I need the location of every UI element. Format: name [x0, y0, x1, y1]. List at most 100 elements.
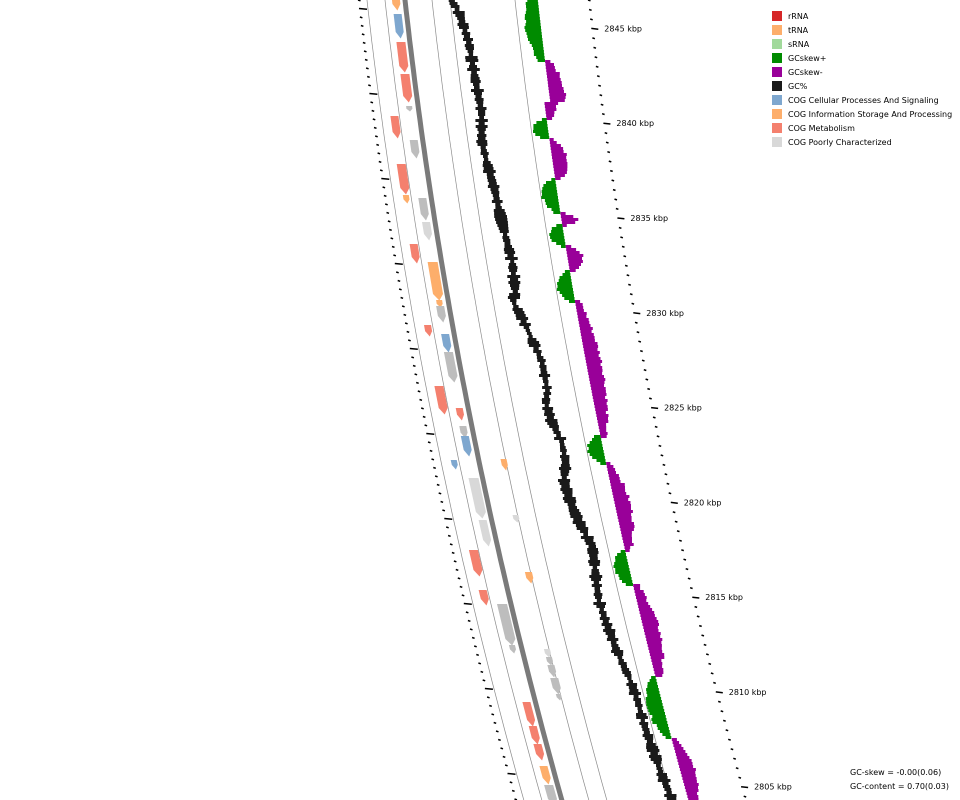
legend-swatch: [772, 137, 782, 147]
outer-major-tick: [617, 217, 625, 220]
gc-skew-positive: [541, 178, 561, 214]
legend-label: COG Cellular Processes And Signaling: [788, 95, 939, 105]
inner-minor-tick: [473, 645, 477, 648]
gene-arrow: [409, 244, 420, 264]
inner-minor-tick: [500, 747, 504, 750]
inner-minor-tick: [447, 534, 451, 538]
gene-arrow: [522, 702, 536, 727]
inner-minor-tick: [467, 619, 471, 623]
outer-minor-tick: [662, 463, 666, 467]
inner-minor-tick: [378, 160, 382, 164]
inner-minor-tick: [471, 636, 475, 640]
gc-skew-negative: [633, 584, 665, 677]
gc-content-track: [448, 0, 679, 800]
legend-label: sRNA: [788, 39, 810, 49]
gene-arrow: [543, 649, 551, 658]
gene-arrow: [400, 74, 413, 103]
inner-major-tick: [369, 92, 378, 96]
inner-minor-tick: [362, 41, 366, 45]
gene-arrow: [427, 262, 443, 301]
outer-minor-tick: [641, 359, 645, 362]
inner-minor-tick: [422, 415, 426, 419]
inner-minor-tick: [363, 50, 367, 53]
tick-label: 2810 kbp: [729, 688, 767, 697]
gc-skew-negative: [544, 60, 567, 120]
outer-minor-tick: [612, 188, 616, 192]
gene-arrow: [441, 334, 452, 353]
track-guides: [366, 0, 673, 800]
outer-major-tick: [715, 691, 723, 694]
outer-minor-tick: [647, 387, 651, 391]
inner-minor-tick: [368, 84, 372, 87]
inner-minor-tick: [364, 58, 368, 62]
outer-minor-tick: [631, 302, 635, 305]
outer-minor-tick: [589, 18, 593, 21]
inner-major-tick: [444, 517, 453, 521]
gene-arrow: [393, 14, 404, 39]
inner-minor-tick: [415, 381, 419, 385]
legend-swatch: [772, 25, 782, 35]
inner-minor-tick: [445, 526, 449, 529]
genome-backbone: [402, 0, 565, 800]
outer-major-tick: [692, 596, 700, 599]
track-line: [366, 0, 525, 800]
inner-minor-tick: [411, 356, 415, 359]
gene-arrow: [539, 766, 551, 785]
outer-minor-tick: [660, 454, 664, 457]
inner-minor-tick: [502, 755, 506, 759]
gc-skew-positive: [549, 224, 566, 248]
gene-arrow: [508, 645, 516, 654]
inner-minor-tick: [455, 568, 459, 572]
gene-arrow: [459, 426, 468, 439]
outer-minor-tick: [639, 349, 643, 353]
legend-item: COG Information Storage And Processing: [772, 107, 952, 121]
legend-label: rRNA: [788, 11, 809, 21]
inner-minor-tick: [372, 118, 376, 121]
legend-item: sRNA: [772, 37, 952, 51]
outer-minor-tick: [652, 416, 656, 419]
outer-minor-tick: [588, 8, 592, 12]
legend-swatch: [772, 53, 782, 63]
inner-minor-tick: [497, 738, 501, 742]
gene-arrow: [402, 195, 410, 204]
inner-minor-tick: [491, 713, 495, 716]
inner-minor-tick: [357, 0, 361, 2]
outer-minor-tick: [628, 283, 632, 286]
gc-skew-negative: [575, 300, 609, 438]
inner-minor-tick: [404, 322, 408, 325]
legend-label: COG Poorly Characterized: [788, 137, 892, 147]
legend-item: COG Poorly Characterized: [772, 135, 952, 149]
outer-minor-tick: [689, 586, 693, 590]
inner-minor-tick: [377, 152, 381, 155]
legend-item: tRNA: [772, 23, 952, 37]
gene-arrow: [550, 678, 561, 695]
gc-skew-positive: [524, 0, 545, 62]
outer-minor-tick: [678, 539, 682, 542]
outer-minor-tick: [687, 577, 691, 580]
gc-content-stat: GC-content = 0.70(0.03): [850, 782, 949, 791]
inner-major-tick: [426, 432, 435, 436]
gene-arrow: [396, 164, 410, 195]
gene-arrow: [545, 657, 553, 666]
gene-arrow: [390, 116, 401, 139]
outer-minor-tick: [722, 719, 726, 722]
gene-arrow: [409, 140, 420, 159]
inner-minor-tick: [434, 475, 438, 478]
inner-major-tick: [409, 347, 418, 351]
outer-minor-tick: [624, 264, 628, 267]
legend-item: COG Metabolism: [772, 121, 952, 135]
outer-major-tick: [741, 785, 749, 789]
inner-minor-tick: [382, 186, 386, 189]
track-line: [514, 0, 673, 800]
outer-minor-tick: [710, 672, 714, 675]
inner-minor-tick: [366, 75, 370, 79]
gene-arrow: [422, 222, 432, 241]
outer-minor-tick: [645, 378, 649, 381]
outer-minor-tick: [599, 94, 603, 97]
gene-arrow: [391, 0, 401, 11]
gene-arrow: [396, 42, 409, 73]
tick-label: 2835 kbp: [630, 214, 668, 223]
legend-swatch: [772, 81, 782, 91]
inner-minor-tick: [365, 67, 369, 70]
tick-label: 2840 kbp: [616, 119, 654, 128]
